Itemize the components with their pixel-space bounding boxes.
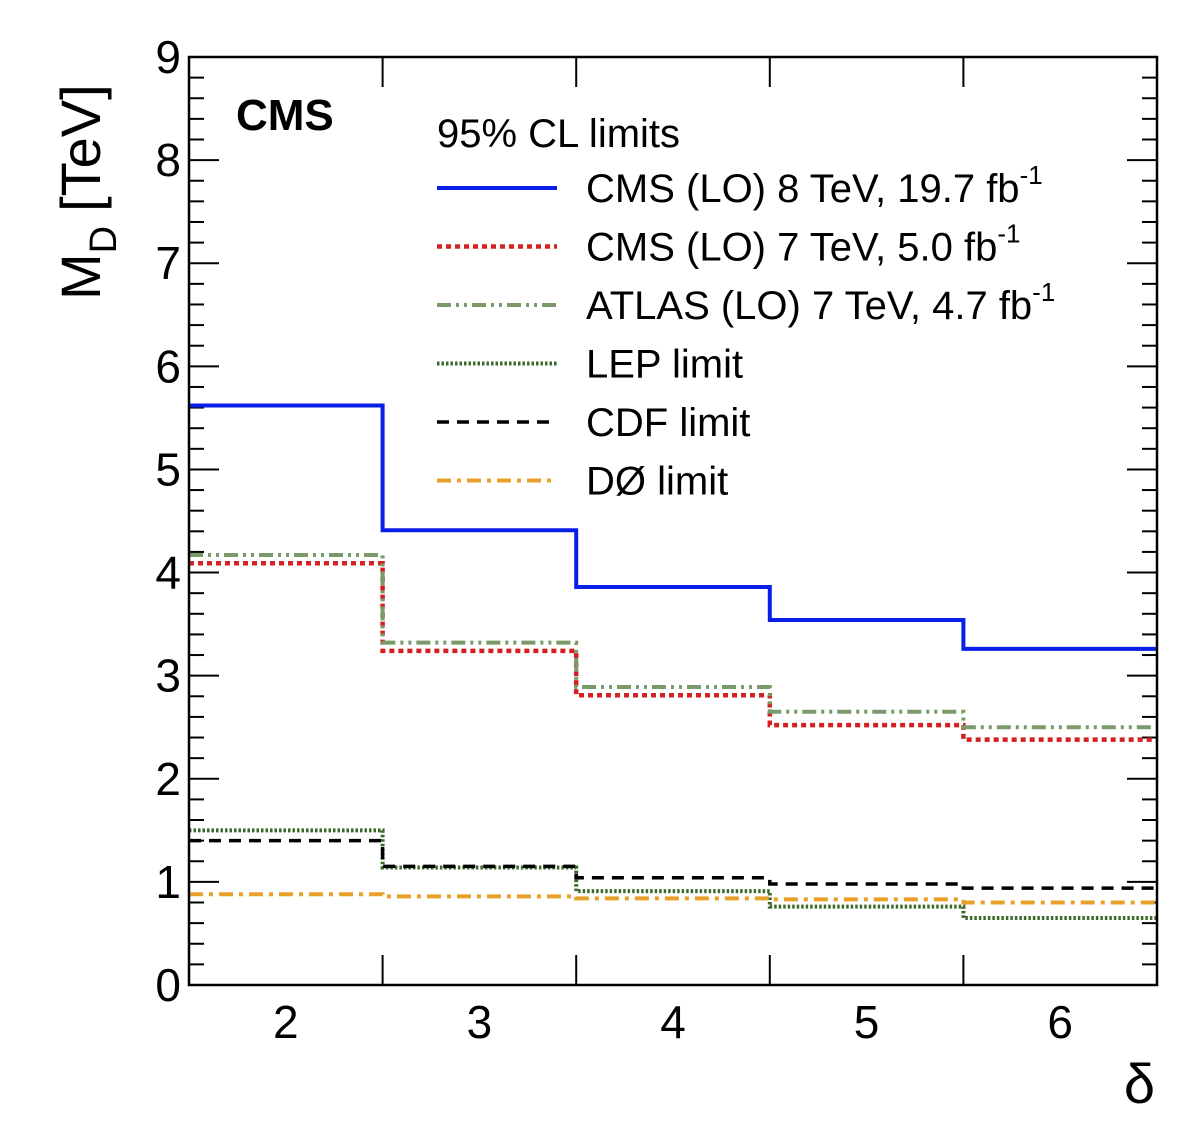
series-line-5 — [189, 838, 1157, 890]
y-tick-label: 3 — [155, 650, 181, 702]
legend-entries: CMS (LO) 8 TeV, 19.7 fb-1 CMS (LO) 7 TeV,… — [437, 160, 1055, 504]
legend-label-3: ATLAS (LO) 7 TeV, 4.7 fb-1 — [586, 277, 1055, 328]
legend-label-6: DØ limit — [586, 460, 728, 504]
y-axis-title: MD [TeV] — [49, 84, 125, 300]
cms-tag: CMS — [236, 91, 334, 140]
legend-label-5: CDF limit — [586, 401, 750, 445]
legend-title: 95% CL limits — [437, 112, 680, 156]
y-tick-label: 9 — [155, 31, 181, 83]
x-tick-label: 3 — [467, 996, 493, 1048]
y-tick-label: 2 — [155, 753, 181, 805]
legend: 95% CL limits CMS (LO) 8 TeV, 19.7 fb-1C… — [437, 112, 1055, 504]
y-tick-label: 6 — [155, 340, 181, 392]
axis-ticks — [189, 56, 1157, 986]
x-tick-label: 2 — [273, 996, 299, 1048]
series-line-4 — [189, 828, 1157, 920]
svg-text:MD[TeV]: MD [TeV] — [49, 84, 125, 300]
series-line-3 — [189, 553, 1157, 730]
y-tick-label: 5 — [155, 443, 181, 495]
tick-labels: 0 1 2 3 4 5 6 7 8 9 2 3 4 5 6 — [155, 31, 1073, 1048]
y-tick-label: 0 — [155, 959, 181, 1011]
legend-label-4: LEP limit — [586, 343, 743, 387]
plot-frame — [187, 55, 1159, 987]
legend-label-1: CMS (LO) 8 TeV, 19.7 fb-1 — [586, 160, 1043, 211]
y-axis-title-sub: D — [83, 226, 125, 253]
series-line-1 — [189, 403, 1157, 651]
legend-label-2: CMS (LO) 7 TeV, 5.0 fb-1 — [586, 219, 1020, 270]
y-axis-title-main: M — [49, 253, 112, 300]
x-tick-label: 4 — [660, 996, 686, 1048]
series-line-2 — [189, 561, 1157, 742]
x-tick-label: 6 — [1047, 996, 1073, 1048]
y-tick-label: 4 — [155, 547, 181, 599]
y-axis-title-unit: [TeV] — [49, 84, 112, 212]
x-axis-title: δ — [1124, 1052, 1155, 1115]
series-lines — [189, 403, 1157, 920]
x-tick-label: 5 — [854, 996, 880, 1048]
y-tick-label: 8 — [155, 134, 181, 186]
y-tick-label: 7 — [155, 237, 181, 289]
y-tick-label: 1 — [155, 856, 181, 908]
series-line-6 — [189, 892, 1157, 905]
